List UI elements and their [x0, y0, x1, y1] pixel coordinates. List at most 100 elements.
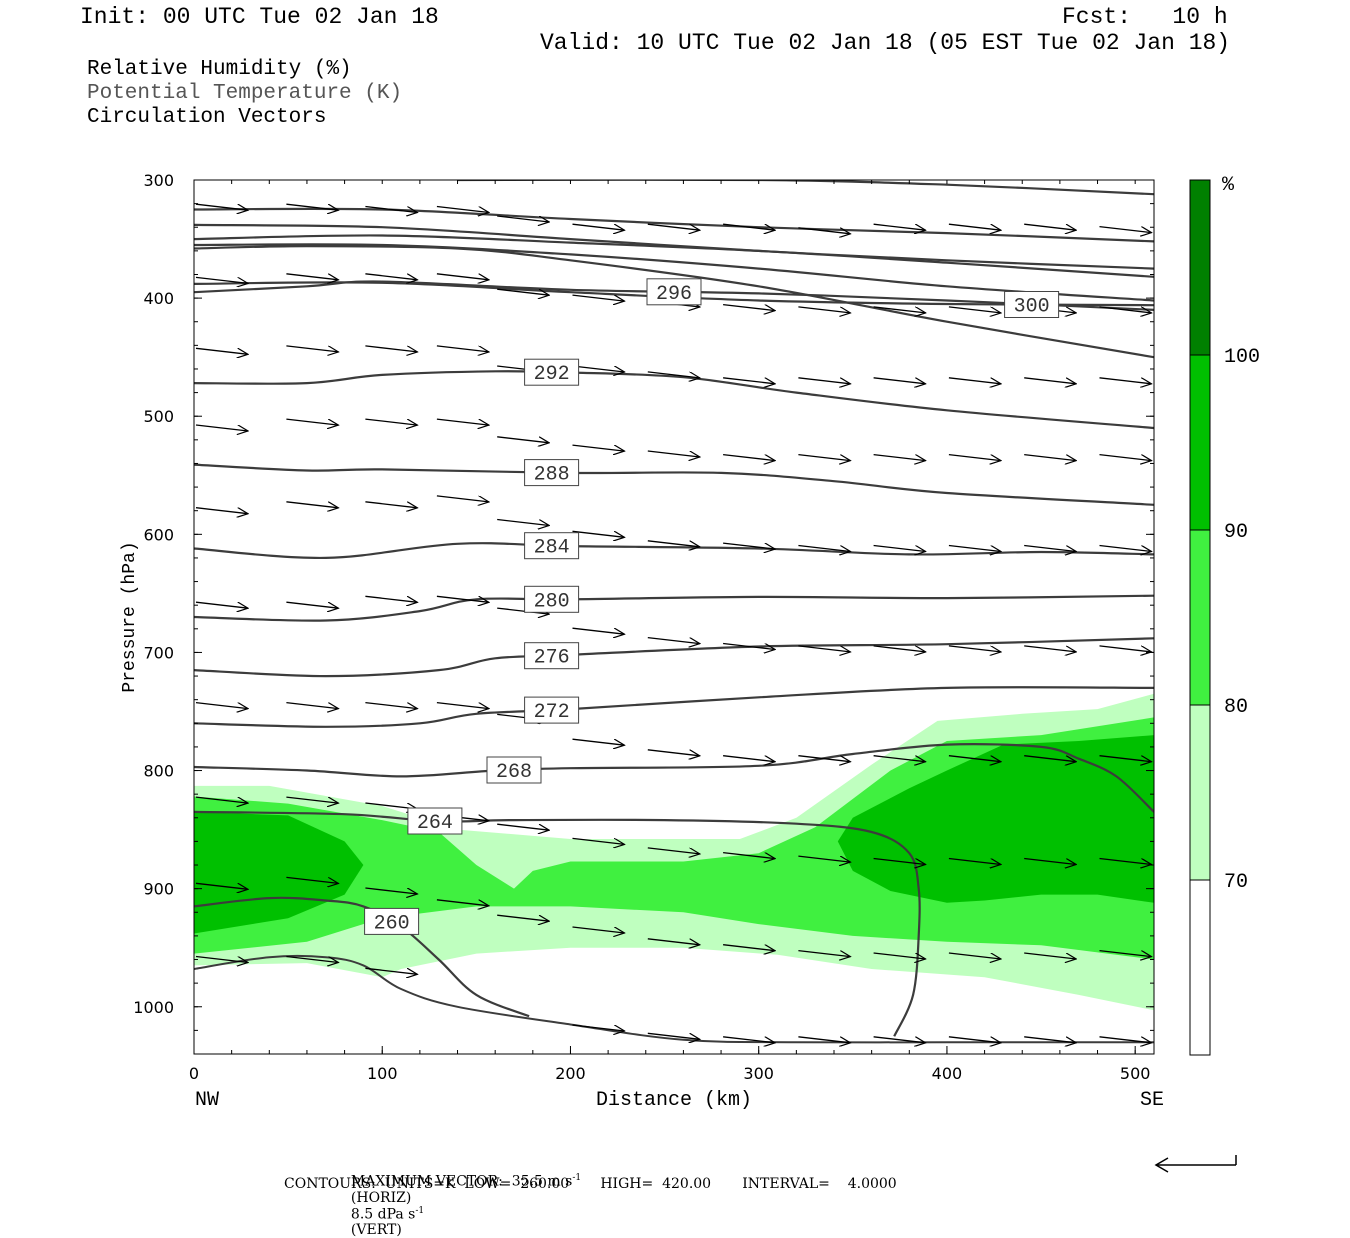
theta-contour-unlabeled-0 — [457, 180, 1154, 196]
vector-arrow — [873, 645, 926, 652]
vector-arrow — [723, 542, 775, 549]
vector-arrow — [1099, 453, 1152, 461]
vector-arrow — [647, 371, 700, 378]
x-tick-label: 300 — [743, 1064, 774, 1083]
colorbar-level-label: 70 — [1224, 871, 1248, 894]
contour-label-292: 292 — [524, 358, 580, 386]
vector-arrow — [1024, 223, 1076, 230]
vector-arrow — [723, 642, 775, 650]
vector-arrow — [1024, 857, 1076, 865]
vector-arrow — [286, 876, 338, 883]
vector-arrow — [873, 952, 926, 959]
colorbar-band — [1189, 879, 1211, 1056]
legend-relative-humidity: Relative Humidity (%) — [87, 58, 352, 81]
vector-arrow — [948, 544, 1001, 552]
vector-arrow — [436, 345, 489, 352]
vector-arrow — [365, 967, 417, 974]
vector-arrow — [365, 595, 417, 602]
vector-arrow — [436, 899, 489, 906]
vector-arrow — [948, 645, 1001, 652]
vector-arrow — [723, 453, 775, 461]
reference-vector-icon — [1154, 1155, 1237, 1173]
contour-label-284: 284 — [524, 532, 580, 560]
svg-text:296: 296 — [656, 283, 692, 306]
vector-arrow — [195, 276, 248, 283]
colorbar-level-label: 90 — [1224, 521, 1248, 544]
contour-labels: 296 300 292 288 284 280 276 272 268 264 260 — [364, 278, 1060, 935]
vector-arrow — [873, 223, 926, 230]
vector-arrow — [365, 345, 417, 352]
theta-contour-unlabeled-7 — [194, 244, 1154, 359]
vector-arrow — [286, 796, 338, 803]
vector-arrow — [1099, 857, 1152, 865]
colorbar-unit: % — [1222, 174, 1235, 197]
vector-arrow — [798, 306, 850, 313]
x-tick-label: 500 — [1120, 1064, 1151, 1083]
theta-contour-unlabeled-5 — [194, 234, 1154, 278]
theta-contour-264 — [194, 810, 921, 1037]
vector-arrow — [873, 453, 926, 461]
vector-arrow — [497, 607, 549, 614]
vector-arrow — [286, 955, 338, 963]
vector-arrow — [365, 273, 417, 280]
vector-arrow — [948, 453, 1001, 461]
footer-contours-info: CONTOURS: UNITS=K LOW= 260.00 HIGH= 420.… — [284, 1176, 897, 1192]
vector-arrow — [723, 223, 775, 230]
y-tick-label: 500 — [143, 407, 174, 426]
vector-arrow — [647, 450, 700, 457]
vector-arrow — [647, 540, 700, 547]
theta-contour-292 — [194, 370, 1154, 430]
vector-arrow — [798, 855, 850, 862]
vector-arrow — [1024, 952, 1076, 959]
vector-arrow — [572, 837, 625, 844]
svg-text:276: 276 — [534, 647, 570, 670]
vector-arrow — [1024, 1036, 1076, 1043]
vector-arrow — [497, 436, 549, 443]
colorbar-band — [1189, 179, 1211, 356]
vector-arrow — [948, 306, 1001, 313]
y-tick-label: 400 — [143, 289, 174, 308]
vector-arrow — [873, 306, 926, 313]
svg-text:300: 300 — [1014, 296, 1050, 319]
vector-arrow — [436, 595, 489, 602]
svg-text:280: 280 — [534, 590, 570, 613]
colorbar: 100 90 80 70% — [1189, 174, 1260, 1056]
vector-arrow — [1099, 645, 1152, 652]
vector-arrow — [647, 749, 700, 756]
vector-arrow — [497, 288, 549, 295]
contour-label-264: 264 — [407, 807, 463, 835]
y-tick-label: 600 — [143, 525, 174, 544]
theta-contour-unlabeled-6 — [194, 243, 1154, 302]
theta-contour-276 — [194, 637, 1154, 678]
vector-arrow — [798, 949, 850, 957]
vector-arrow — [1099, 755, 1152, 762]
y-tick-label: 700 — [143, 643, 174, 662]
vector-arrow — [286, 601, 338, 608]
y-tick-label: 900 — [143, 880, 174, 899]
vector-arrow — [647, 1032, 700, 1039]
forecast-hour: Fcst: 10 h — [1062, 4, 1228, 30]
vector-arrow — [572, 738, 625, 745]
y-axis-title: Pressure (hPa) — [120, 541, 140, 692]
vector-arrow — [365, 205, 417, 213]
vector-arrow — [798, 453, 850, 461]
vector-arrow — [1024, 453, 1076, 461]
vector-arrow — [798, 755, 850, 762]
vector-arrow — [286, 273, 338, 280]
vector-arrow — [195, 701, 248, 709]
vector-arrow — [723, 851, 775, 859]
vector-arrow — [1024, 544, 1076, 552]
vector-arrow — [723, 377, 775, 384]
vector-arrow — [723, 944, 775, 951]
vector-arrow — [798, 227, 850, 234]
legend-potential-temperature: Potential Temperature (K) — [87, 82, 403, 105]
vector-arrow — [286, 701, 338, 709]
vector-arrow — [798, 1036, 850, 1043]
vector-arrow — [572, 223, 625, 230]
svg-text:292: 292 — [534, 363, 570, 386]
x-tick-label: 100 — [367, 1064, 398, 1083]
vector-arrow — [647, 847, 700, 854]
vector-arrow — [647, 223, 700, 230]
contour-label-268: 268 — [486, 756, 542, 784]
vector-arrow — [647, 636, 700, 644]
